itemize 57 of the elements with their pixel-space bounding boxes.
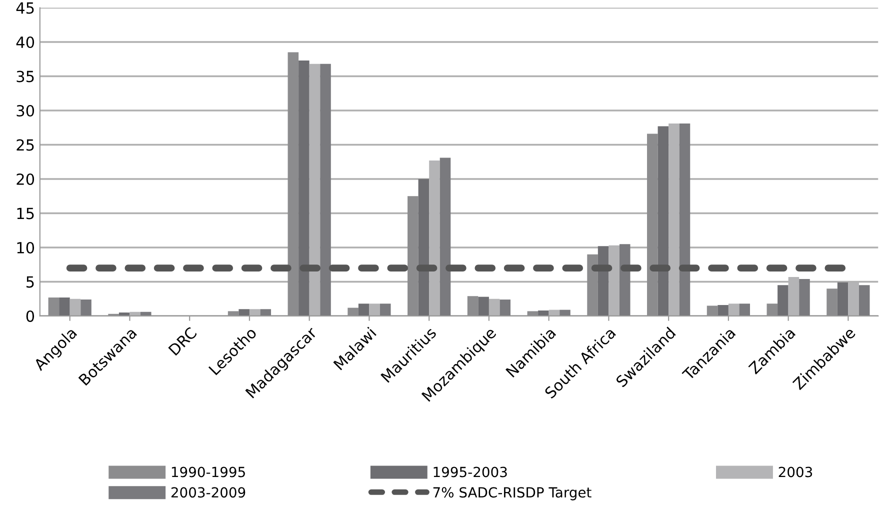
bar [679, 124, 690, 316]
bar [826, 288, 838, 316]
y-tick-label: 10 [17, 242, 34, 254]
y-tick-label: 0 [26, 310, 34, 322]
bar [260, 309, 272, 316]
bar [418, 179, 430, 316]
y-tick-label: 20 [16, 173, 34, 186]
bar [739, 304, 750, 316]
bar [59, 297, 70, 316]
bar [766, 304, 778, 316]
y-tick-label: 25 [16, 139, 34, 151]
legend-label: 2003-2009 [171, 487, 246, 498]
bar [799, 278, 810, 316]
bar [778, 285, 788, 316]
bar [380, 304, 391, 316]
y-tick-label: 45 [16, 2, 34, 14]
legend-label: 1995-2003 [434, 466, 507, 478]
bar [288, 52, 299, 316]
bar [48, 297, 60, 316]
bar [488, 298, 500, 316]
bar [718, 305, 728, 316]
bar [228, 311, 239, 316]
bar [369, 304, 380, 316]
bar [80, 300, 92, 316]
legend-label: 2003 [778, 466, 812, 478]
y-tick-label: 35 [16, 70, 34, 82]
bar [538, 310, 549, 316]
bar [668, 124, 680, 316]
bar [837, 282, 848, 316]
bar [249, 309, 260, 316]
bar [320, 64, 331, 316]
bar [358, 304, 370, 316]
bar [608, 245, 620, 316]
bar [467, 296, 478, 316]
bar [587, 254, 598, 316]
bar [440, 158, 451, 316]
bar [706, 306, 718, 316]
bar [560, 310, 570, 316]
y-tick-label: 5 [26, 276, 34, 288]
bar [70, 298, 81, 316]
bar [858, 285, 870, 316]
bar [478, 296, 489, 316]
bar [348, 308, 358, 316]
bar [647, 134, 658, 316]
bar [309, 64, 320, 316]
bar [728, 304, 740, 316]
y-tick-label: 15 [17, 208, 34, 220]
legend-label: 1990-1995 [172, 466, 245, 478]
bar [500, 300, 511, 316]
bar [298, 60, 310, 316]
bar [619, 244, 630, 316]
legend-label: 7% SADC-RISDP Target [433, 487, 592, 500]
bar [408, 196, 418, 316]
y-tick-label: 30 [16, 104, 34, 117]
y-tick-label: 40 [16, 36, 34, 48]
bar [238, 309, 250, 316]
bar [658, 126, 669, 316]
